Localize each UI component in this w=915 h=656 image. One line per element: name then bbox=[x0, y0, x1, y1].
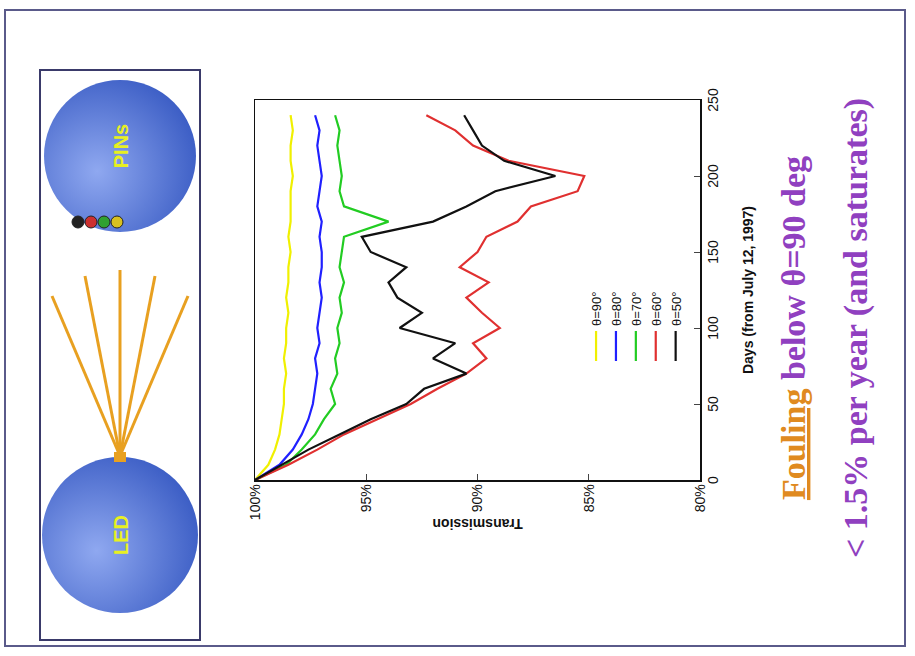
svg-text:< 1.5% per year (and saturates: < 1.5% per year (and saturates) bbox=[837, 98, 875, 558]
svg-text:Days (from July 12, 1997): Days (from July 12, 1997) bbox=[740, 206, 756, 374]
svg-text:LED: LED bbox=[110, 515, 132, 555]
svg-text:100: 100 bbox=[705, 316, 721, 340]
svg-text:θ=60°: θ=60° bbox=[649, 292, 664, 326]
svg-text:θ=50°: θ=50° bbox=[669, 292, 684, 326]
svg-text:250: 250 bbox=[705, 88, 721, 112]
svg-text:85%: 85% bbox=[581, 484, 597, 512]
svg-text:90%: 90% bbox=[469, 484, 485, 512]
svg-text:PINs: PINs bbox=[110, 124, 132, 168]
svg-text:100%: 100% bbox=[247, 484, 263, 520]
svg-text:θ=90°: θ=90° bbox=[589, 292, 604, 326]
svg-text:Transmission: Transmission bbox=[432, 516, 522, 532]
svg-text:150: 150 bbox=[705, 240, 721, 264]
svg-text:θ=70°: θ=70° bbox=[629, 292, 644, 326]
svg-text:θ=80°: θ=80° bbox=[609, 292, 624, 326]
svg-text:Fouling below θ=90 deg: Fouling below θ=90 deg bbox=[775, 156, 812, 500]
svg-text:80%: 80% bbox=[692, 484, 708, 512]
svg-text:50: 50 bbox=[705, 396, 721, 412]
svg-text:95%: 95% bbox=[358, 484, 374, 512]
svg-text:0: 0 bbox=[705, 476, 721, 484]
svg-text:200: 200 bbox=[705, 164, 721, 188]
